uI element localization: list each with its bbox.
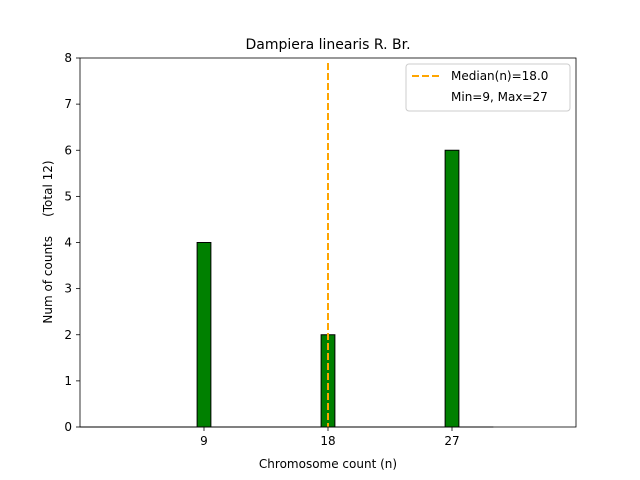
y-tick-label-0: 0: [64, 420, 72, 434]
legend-minmax-label: Min=9, Max=27: [451, 90, 548, 104]
y-tick-label-8: 8: [64, 51, 72, 65]
x-axis-label: Chromosome count (n): [259, 457, 397, 471]
y-tick-label-1: 1: [64, 374, 72, 388]
y-tick-label-5: 5: [64, 189, 72, 203]
y-ticks: 0 1 2 3 4 5 6 7 8: [64, 51, 80, 434]
chart-title: Dampiera linearis R. Br.: [245, 37, 410, 53]
y-tick-label-4: 4: [64, 236, 72, 250]
y-tick-label-2: 2: [64, 328, 72, 342]
bar-n-27: [444, 149, 460, 428]
x-ticks: 9 18 27: [200, 427, 460, 448]
x-tick-label-18: 18: [320, 434, 335, 448]
y-tick-label-3: 3: [64, 282, 72, 296]
y-tick-label-7: 7: [64, 97, 72, 111]
y-axis-label: Num of counts (Total 12): [41, 160, 55, 323]
legend-box: [405, 63, 571, 112]
x-tick-label-9: 9: [200, 434, 208, 448]
bars-layer: [196, 149, 460, 428]
legend: Median(n)=18.0 Min=9, Max=27: [405, 63, 571, 112]
bar-n-9: [196, 242, 212, 428]
x-tick-label-27: 27: [444, 434, 459, 448]
y-tick-label-6: 6: [64, 143, 72, 157]
legend-median-label: Median(n)=18.0: [451, 69, 548, 83]
